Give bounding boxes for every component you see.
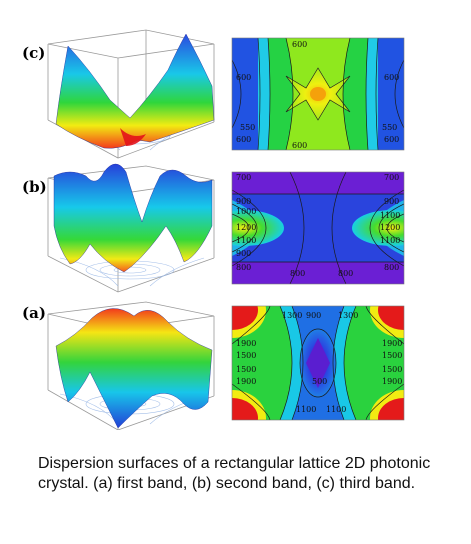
contour-label: 500 bbox=[312, 377, 327, 386]
contour-label: 1200 bbox=[380, 223, 400, 232]
contour-label: 600 bbox=[236, 73, 251, 82]
contour-label: 1900 bbox=[236, 377, 256, 386]
panel-a-surface bbox=[47, 301, 215, 430]
contour-label: 600 bbox=[384, 135, 399, 144]
contour-label: 550 bbox=[382, 123, 397, 132]
contour-label: 1500 bbox=[382, 365, 402, 374]
contour-label: 1100 bbox=[380, 211, 400, 220]
contour-label: 1100 bbox=[380, 236, 400, 245]
contour-label: 550 bbox=[240, 123, 255, 132]
contour-label: 1200 bbox=[236, 223, 256, 232]
panel-b-contour bbox=[231, 171, 405, 285]
figure-caption: Dispersion surfaces of a rectangular lat… bbox=[38, 455, 431, 492]
contour-label: 900 bbox=[236, 249, 251, 258]
contour-label: 800 bbox=[236, 263, 251, 272]
panel-label-b: (b) bbox=[22, 178, 47, 196]
contour-label: 900 bbox=[384, 197, 399, 206]
panel-label-a: (a) bbox=[22, 304, 46, 322]
panel-c-contour bbox=[231, 37, 405, 151]
contour-label: 1000 bbox=[236, 207, 256, 216]
contour-label: 1900 bbox=[236, 339, 256, 348]
contour-label: 1500 bbox=[236, 365, 256, 374]
contour-label: 600 bbox=[292, 141, 307, 150]
contour-label: 800 bbox=[338, 269, 353, 278]
figure: 600 600 600 600 550 550 600 600 700 700 … bbox=[47, 29, 405, 430]
contour-label: 600 bbox=[236, 135, 251, 144]
contour-label: 1500 bbox=[236, 351, 256, 360]
contour-label: 700 bbox=[384, 173, 399, 182]
panel-c-surface bbox=[47, 29, 215, 159]
contour-label: 700 bbox=[236, 173, 251, 182]
panel-b-surface bbox=[47, 163, 215, 293]
contour-label: 1300 bbox=[338, 311, 358, 320]
contour-label: 1900 bbox=[382, 339, 402, 348]
panel-a-contour bbox=[231, 305, 405, 421]
contour-label: 600 bbox=[384, 73, 399, 82]
contour-label: 800 bbox=[290, 269, 305, 278]
contour-label: 600 bbox=[292, 40, 307, 49]
panel-b-contour-labels: 700 700 900 1000 1200 1100 900 900 1100 … bbox=[236, 173, 400, 278]
contour-label: 1100 bbox=[326, 405, 346, 414]
contour-label: 900 bbox=[306, 311, 321, 320]
contour-label: 1100 bbox=[236, 236, 256, 245]
contour-label: 1100 bbox=[296, 405, 316, 414]
contour-label: 800 bbox=[384, 263, 399, 272]
contour-label: 1900 bbox=[382, 377, 402, 386]
panel-label-c: (c) bbox=[22, 44, 46, 62]
contour-label: 900 bbox=[236, 197, 251, 206]
contour-label: 1300 bbox=[282, 311, 302, 320]
panel-c-contour-labels: 600 600 600 600 550 550 600 600 bbox=[236, 40, 399, 150]
panel-a-contour-labels: 1900 1500 1500 1900 1300 1100 900 500 11… bbox=[236, 311, 402, 414]
contour-label: 1500 bbox=[382, 351, 402, 360]
